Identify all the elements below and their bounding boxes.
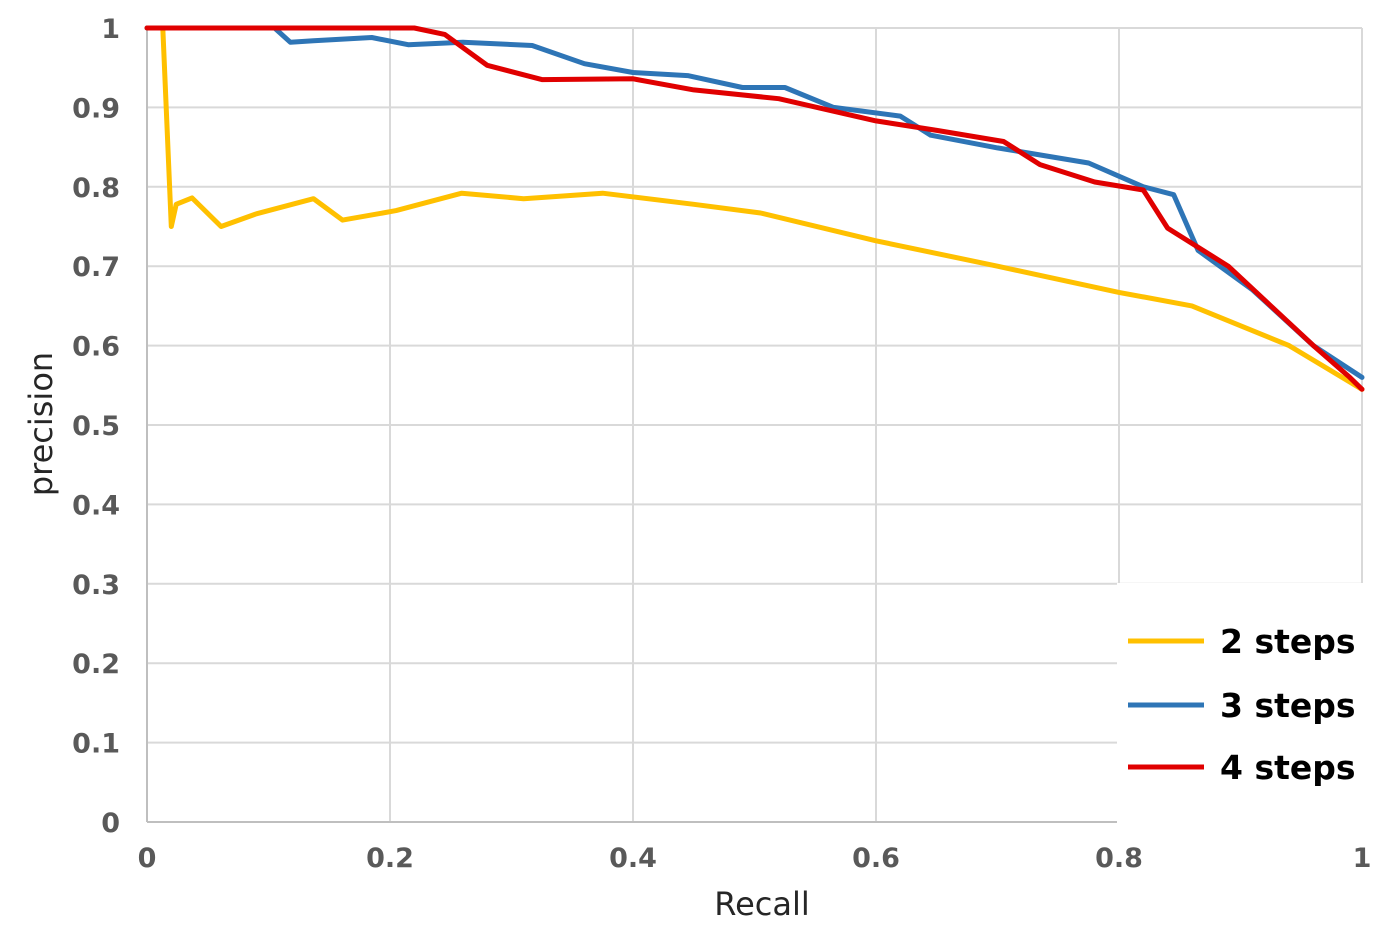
grid bbox=[147, 27, 1363, 822]
y-tick-label: 0.8 bbox=[72, 173, 120, 204]
series-line-2-steps bbox=[144, 25, 1365, 392]
x-tick-label: 1 bbox=[1353, 843, 1372, 874]
y-tick-label: 0.2 bbox=[72, 649, 120, 680]
legend-label: 4 steps bbox=[1220, 748, 1356, 787]
y-tick-label: 0.1 bbox=[72, 729, 120, 760]
series-line-4-steps bbox=[144, 25, 1365, 392]
y-tick-label: 0.5 bbox=[72, 411, 120, 442]
series-lines bbox=[144, 25, 1365, 392]
x-tick-label: 0 bbox=[138, 843, 157, 874]
y-tick-labels: 0 0.1 0.2 0.3 0.4 0.5 0.6 0.7 0.8 0.9 1 bbox=[72, 14, 120, 839]
x-tick-label: 0.4 bbox=[609, 843, 657, 874]
y-tick-label: 0.3 bbox=[72, 570, 120, 601]
y-tick-label: 1 bbox=[101, 14, 120, 45]
y-tick-label: 0.4 bbox=[72, 490, 120, 521]
legend-label: 3 steps bbox=[1220, 686, 1356, 725]
legend: 2 steps 3 steps 4 steps bbox=[1117, 583, 1363, 823]
legend-label: 2 steps bbox=[1220, 622, 1356, 661]
x-tick-labels: 0 0.2 0.4 0.6 0.8 1 bbox=[138, 843, 1372, 874]
y-tick-label: 0.6 bbox=[72, 332, 120, 363]
series-line-3-steps bbox=[144, 25, 1365, 380]
y-tick-label: 0.7 bbox=[72, 252, 120, 283]
x-tick-label: 0.2 bbox=[366, 843, 414, 874]
x-axis-title: Recall bbox=[714, 885, 809, 923]
y-tick-label: 0.9 bbox=[72, 93, 120, 124]
y-tick-label: 0 bbox=[101, 808, 120, 839]
x-tick-label: 0.8 bbox=[1095, 843, 1143, 874]
y-axis-title: precision bbox=[22, 352, 60, 496]
x-tick-label: 0.6 bbox=[852, 843, 900, 874]
